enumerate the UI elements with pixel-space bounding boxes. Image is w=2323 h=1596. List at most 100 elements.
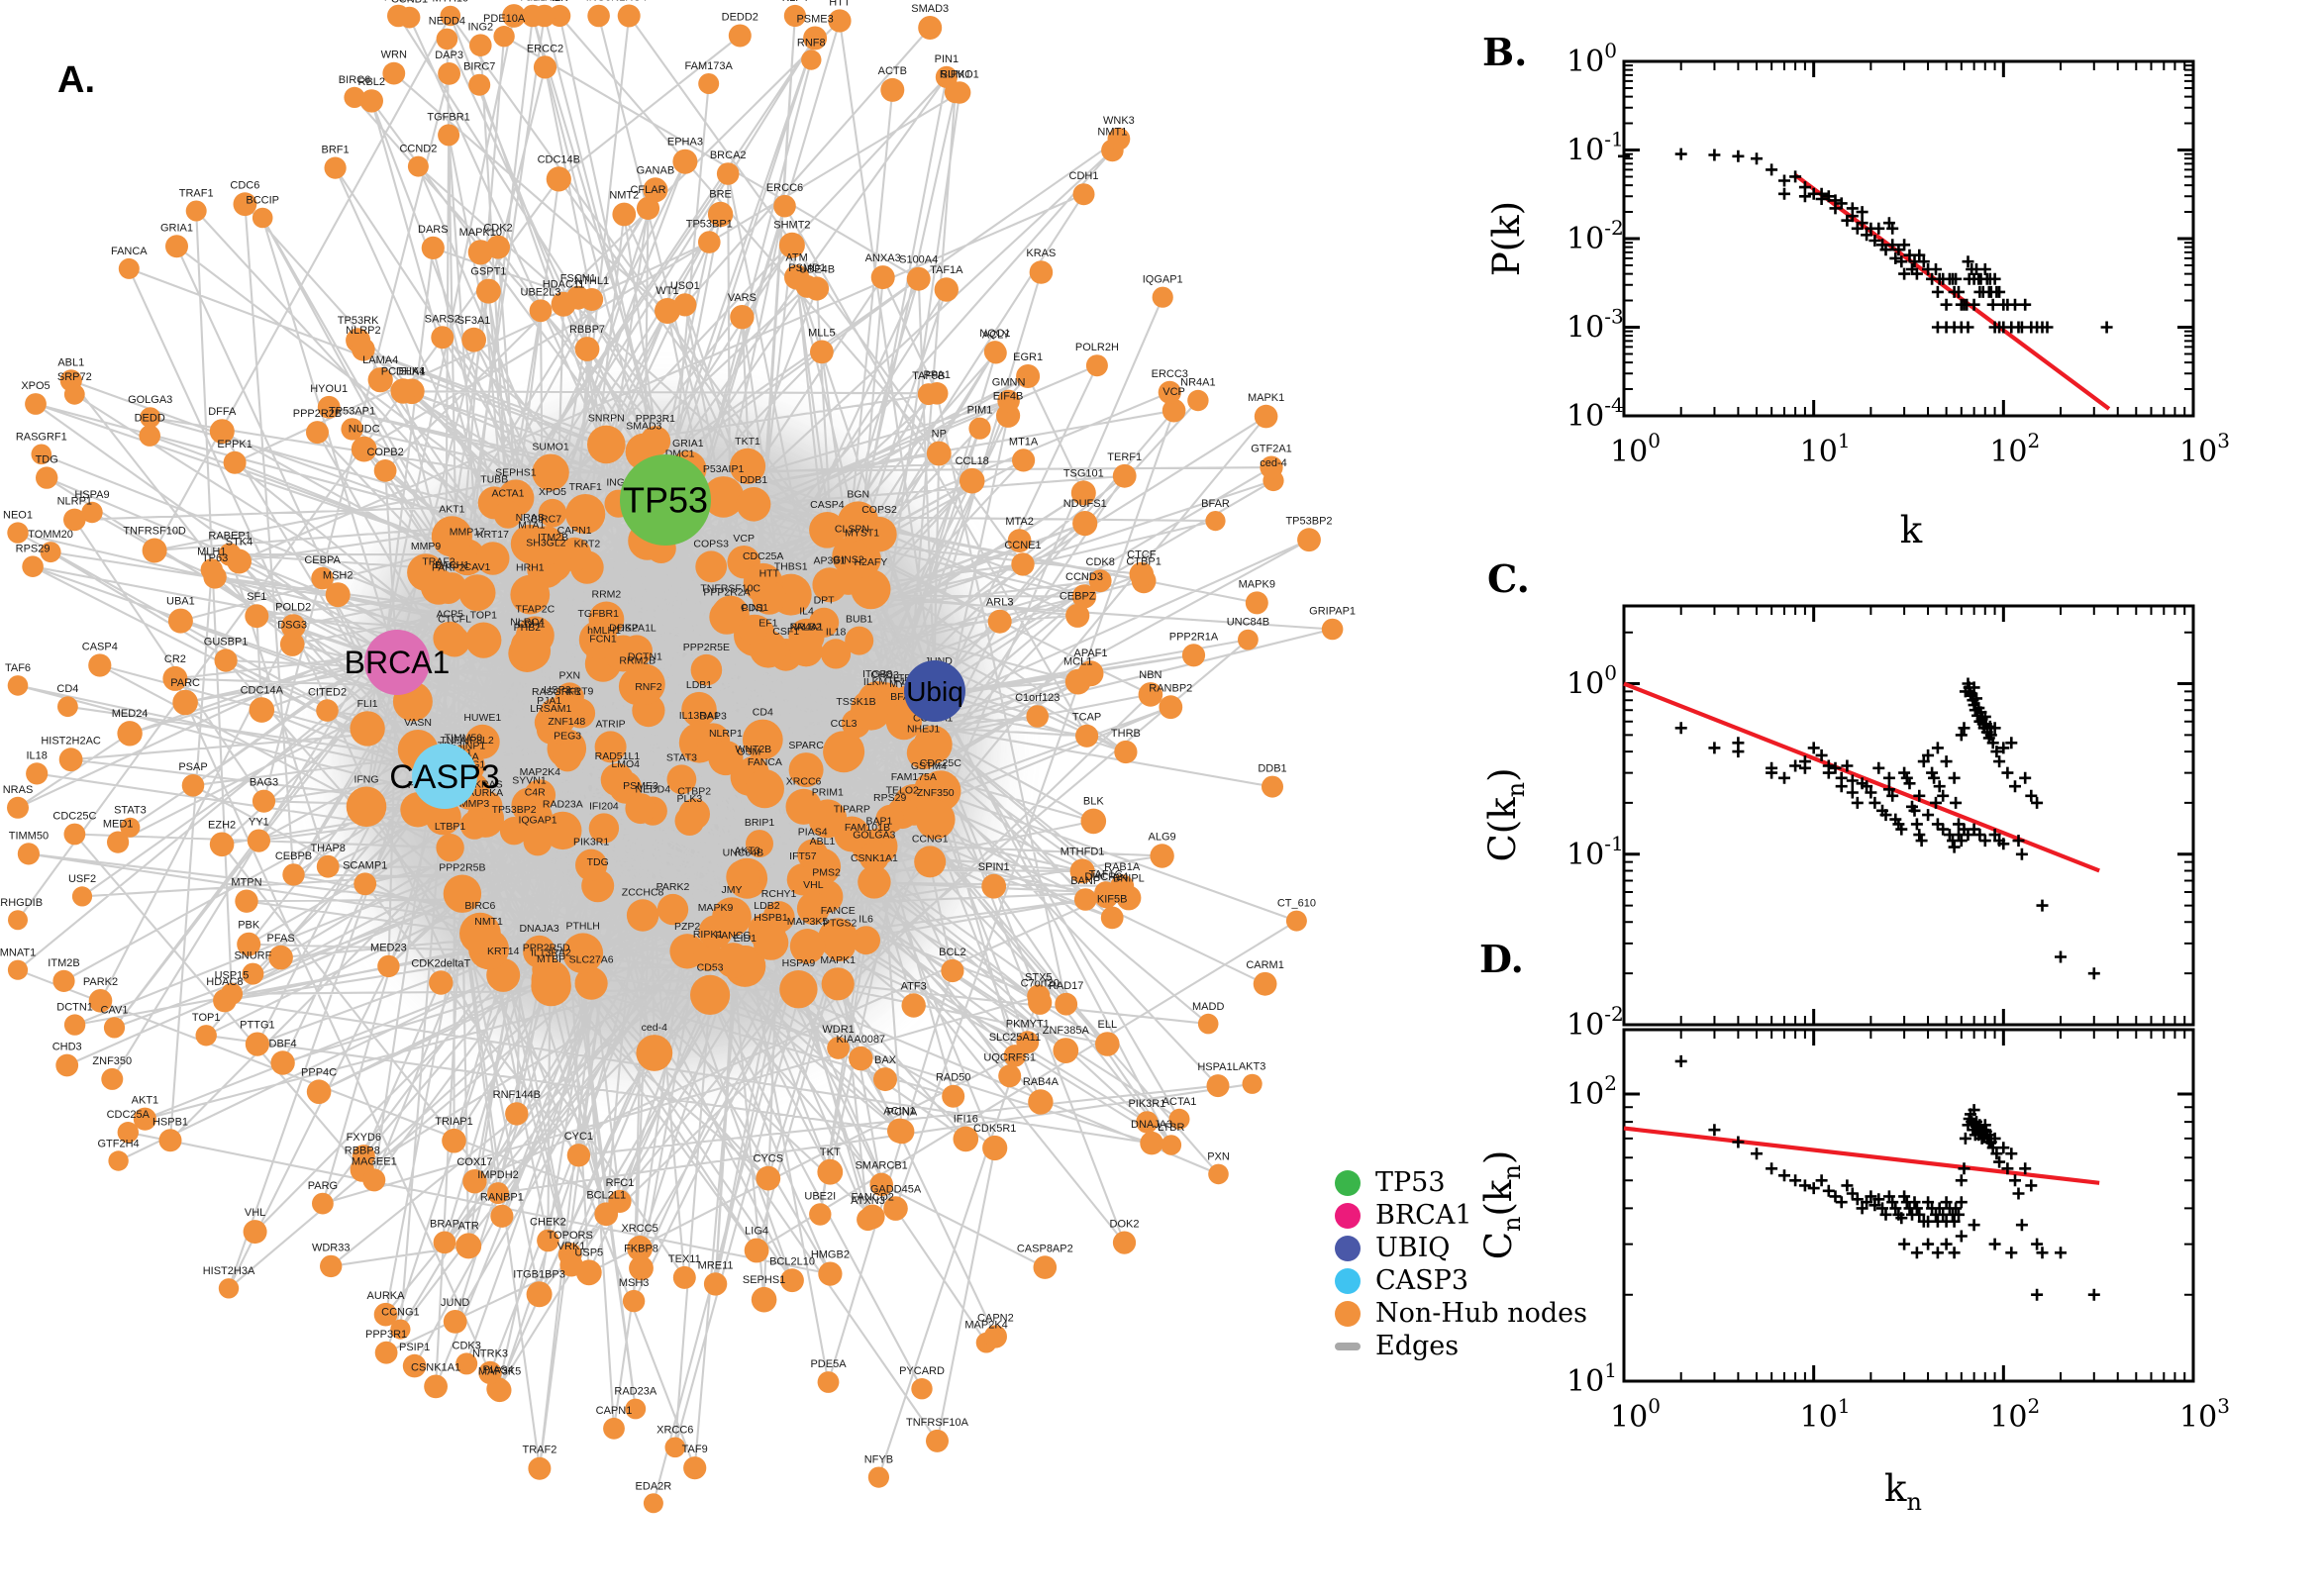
node-label: RAD23A — [614, 1386, 656, 1398]
network-node — [953, 1126, 979, 1152]
node-label: RABEP1 — [208, 530, 251, 542]
node-label: KRT17 — [476, 529, 509, 541]
node-label: PIAS4 — [798, 827, 828, 839]
node-label: CEBPZ — [1060, 591, 1096, 603]
tick-label: 10-1 — [1566, 128, 1624, 168]
node-label: SNURF — [234, 950, 271, 962]
node-label: WNT2B — [735, 744, 771, 755]
nonhub-swatch-icon — [1335, 1300, 1361, 1327]
node-label: CT_610 — [1277, 898, 1316, 910]
node-label: RAB4A — [1023, 1076, 1060, 1088]
node-label: TCAP — [1072, 712, 1101, 724]
network-node — [1150, 844, 1174, 868]
node-label: RAD17 — [1049, 980, 1083, 992]
node-label: SH3GL2 — [526, 538, 565, 549]
node-label: SLC25A11 — [989, 1032, 1041, 1044]
node-label: MLH1 — [197, 546, 226, 557]
network-node — [690, 974, 731, 1015]
plot-frame — [1622, 1028, 2195, 1383]
node-label: CDC25C — [920, 757, 961, 769]
node-label: RANBP2 — [1149, 682, 1192, 694]
fit-line — [1623, 1126, 2100, 1185]
network-node — [352, 1145, 375, 1168]
network-node — [627, 1236, 653, 1261]
node-label: CCND3 — [1065, 571, 1103, 583]
network-node — [817, 1371, 840, 1393]
node-label: GRIPAP1 — [1309, 606, 1356, 618]
network-node — [1095, 1032, 1120, 1056]
node-label: SYVN1 — [512, 774, 547, 786]
node-label: HSPB1 — [152, 1116, 188, 1128]
node-label: ZNF350 — [92, 1055, 132, 1067]
network-node — [420, 568, 457, 605]
network-node — [268, 945, 293, 970]
node-label: MTF1 — [878, 676, 906, 688]
node-label: NUDC — [349, 424, 380, 436]
network-node — [681, 691, 717, 728]
node-label: PARC — [170, 677, 200, 689]
network-node — [858, 865, 891, 899]
network-node — [407, 155, 429, 177]
node-label: BANP — [1070, 875, 1100, 887]
node-label: CCNB1 — [391, 0, 428, 6]
node-label: GSPT1 — [470, 266, 506, 278]
network-node — [603, 1417, 625, 1440]
brca1-swatch-icon — [1335, 1202, 1361, 1229]
node-label: BCL2L10 — [769, 1255, 815, 1267]
node-label: BIRC7 — [463, 61, 495, 73]
network-node — [367, 367, 393, 393]
node-label: ILK — [863, 676, 879, 688]
network-node — [594, 731, 627, 763]
network-node — [316, 699, 339, 722]
node-label: GSTM4 — [911, 760, 947, 772]
network-node — [459, 912, 501, 954]
network-node — [421, 236, 445, 259]
network-node — [433, 1231, 456, 1254]
network-node — [1070, 480, 1096, 506]
network-node — [901, 993, 926, 1018]
node-label: PZP2 — [674, 921, 700, 933]
node-label: BAG3 — [250, 777, 278, 789]
hub-node-brca1 — [364, 630, 430, 695]
tick-label: 10-3 — [1566, 305, 1624, 346]
network-node — [1152, 286, 1173, 308]
node-label: GUSBP1 — [204, 636, 249, 648]
node-label: DBF4 — [269, 1038, 297, 1049]
node-label: SNRPN — [588, 413, 625, 425]
x-axis-title: k — [1900, 509, 1923, 551]
network-node — [1168, 1108, 1190, 1130]
node-label: SUMO1 — [941, 68, 979, 80]
network-node — [523, 827, 553, 856]
node-label: AKT1 — [132, 1095, 159, 1107]
network-node — [1033, 1255, 1058, 1279]
node-label: RNF2 — [635, 681, 662, 693]
node-label: KIF5B — [1097, 894, 1128, 906]
node-label: EIF4B — [993, 391, 1024, 403]
network-node — [7, 959, 29, 980]
network-node — [461, 327, 486, 352]
node-label: TIMM50 — [9, 830, 49, 842]
node-label: VHL — [245, 1207, 265, 1219]
node-label: MED23 — [370, 943, 407, 954]
node-label: NRAS — [516, 512, 545, 524]
node-label: USP15 — [215, 970, 250, 982]
node-label: TRAF2 — [422, 556, 454, 568]
network-node — [354, 872, 377, 896]
node-label: SMAD3 — [911, 3, 949, 15]
node-label: MAPK10 — [459, 227, 502, 239]
network-node — [374, 1341, 398, 1364]
node-label: BFAR — [1201, 498, 1230, 510]
network-node — [237, 932, 261, 956]
network-node — [1112, 1231, 1137, 1254]
node-label: ELK1 — [398, 365, 425, 377]
network-node — [223, 450, 247, 474]
network-node — [1072, 511, 1098, 537]
node-label: DARS — [418, 224, 449, 236]
network-node — [458, 574, 496, 612]
network-node — [913, 725, 953, 764]
network-node — [1007, 529, 1032, 552]
node-label: PSME3 — [623, 780, 658, 792]
node-label: MLL5 — [808, 327, 836, 339]
network-node — [63, 823, 86, 846]
network-node — [880, 77, 905, 102]
